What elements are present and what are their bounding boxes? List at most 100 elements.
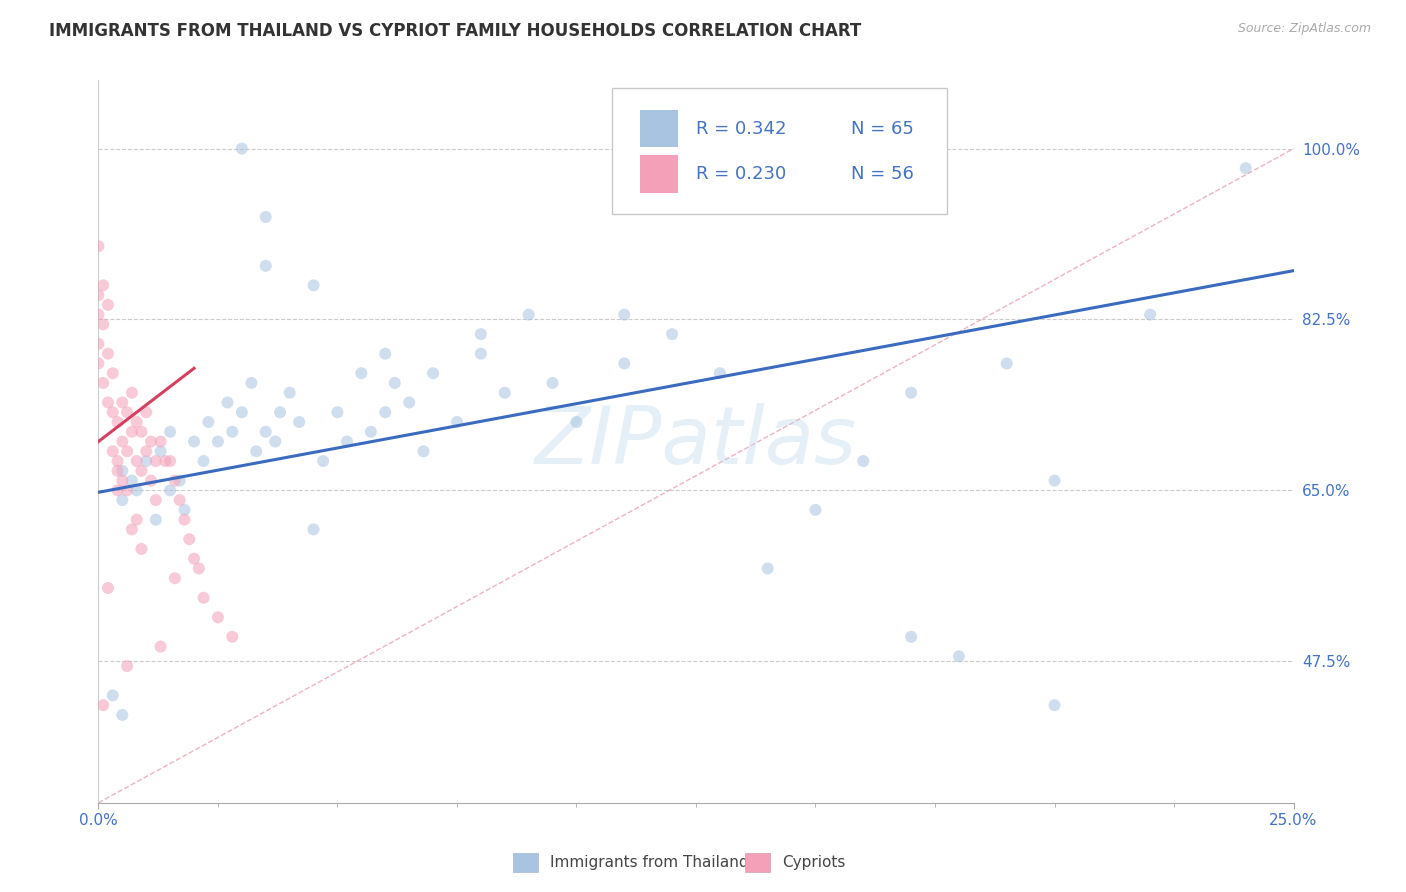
Point (384, 376, 406, 390)
Point (149, 434, 172, 449)
Point (1139, 308, 1161, 322)
Point (121, 385, 143, 400)
Point (159, 425, 181, 439)
Bar (513, 853, 538, 872)
Text: R = 0.230: R = 0.230 (696, 165, 786, 183)
Point (135, 444, 157, 458)
Point (374, 346, 396, 360)
Point (121, 425, 143, 439)
Point (398, 395, 420, 409)
Point (107, 415, 129, 429)
Point (336, 434, 359, 449)
Text: N = 56: N = 56 (852, 165, 914, 183)
Point (197, 415, 219, 429)
Point (111, 493, 134, 508)
Point (470, 346, 492, 360)
Point (163, 474, 186, 488)
Point (115, 405, 138, 419)
Point (613, 356, 636, 370)
Point (422, 366, 444, 380)
Point (179, 532, 201, 546)
Point (360, 425, 382, 439)
Point (288, 415, 311, 429)
Point (87, 239, 110, 253)
Point (87, 308, 110, 322)
Point (107, 454, 129, 468)
Point (1043, 698, 1066, 713)
Text: Source: ZipAtlas.com: Source: ZipAtlas.com (1237, 22, 1371, 36)
Point (145, 493, 167, 508)
Point (111, 464, 134, 478)
Point (107, 464, 129, 478)
Point (97, 298, 120, 312)
Point (207, 610, 229, 624)
Point (173, 503, 195, 517)
Point (97, 395, 120, 409)
Point (254, 210, 277, 224)
Point (221, 630, 243, 644)
Point (804, 503, 827, 517)
Point (193, 454, 215, 468)
Point (111, 707, 134, 722)
Point (91, 698, 114, 713)
Point (91, 376, 114, 390)
Text: N = 65: N = 65 (852, 120, 914, 137)
Point (159, 454, 181, 468)
Point (613, 308, 636, 322)
Point (302, 523, 325, 537)
Point (155, 454, 177, 468)
Point (115, 483, 138, 498)
Text: ZIPatlas: ZIPatlas (534, 402, 858, 481)
Point (139, 474, 162, 488)
Point (446, 415, 468, 429)
Point (121, 474, 143, 488)
Point (470, 327, 492, 342)
Point (183, 434, 205, 449)
Point (111, 395, 134, 409)
Point (131, 541, 153, 556)
Point (995, 356, 1018, 370)
Point (326, 405, 349, 419)
Point (852, 454, 875, 468)
Point (91, 278, 114, 293)
Point (169, 474, 191, 488)
Point (131, 464, 153, 478)
Point (183, 551, 205, 566)
Text: Cypriots: Cypriots (782, 855, 845, 870)
Point (517, 308, 540, 322)
Point (135, 405, 157, 419)
Bar (745, 853, 770, 872)
Point (240, 376, 263, 390)
Point (254, 425, 277, 439)
Point (350, 366, 373, 380)
Point (87, 337, 110, 351)
Point (221, 425, 243, 439)
Point (125, 483, 148, 498)
FancyBboxPatch shape (613, 87, 948, 214)
Point (565, 415, 588, 429)
Point (115, 659, 138, 673)
Point (173, 513, 195, 527)
Point (87, 356, 110, 370)
Point (231, 142, 253, 156)
Text: R = 0.342: R = 0.342 (696, 120, 786, 137)
Bar (640, 110, 678, 147)
Point (107, 483, 129, 498)
Point (541, 376, 564, 390)
Point (756, 561, 779, 575)
Bar (640, 155, 678, 193)
Point (111, 474, 134, 488)
Point (159, 483, 181, 498)
Point (312, 454, 335, 468)
Point (169, 493, 191, 508)
Point (254, 259, 277, 273)
Point (101, 689, 124, 703)
Point (374, 405, 396, 419)
Point (900, 630, 922, 644)
Point (709, 366, 731, 380)
Point (278, 385, 301, 400)
Point (125, 415, 148, 429)
Point (149, 640, 172, 654)
Point (1234, 161, 1257, 176)
Point (302, 278, 325, 293)
